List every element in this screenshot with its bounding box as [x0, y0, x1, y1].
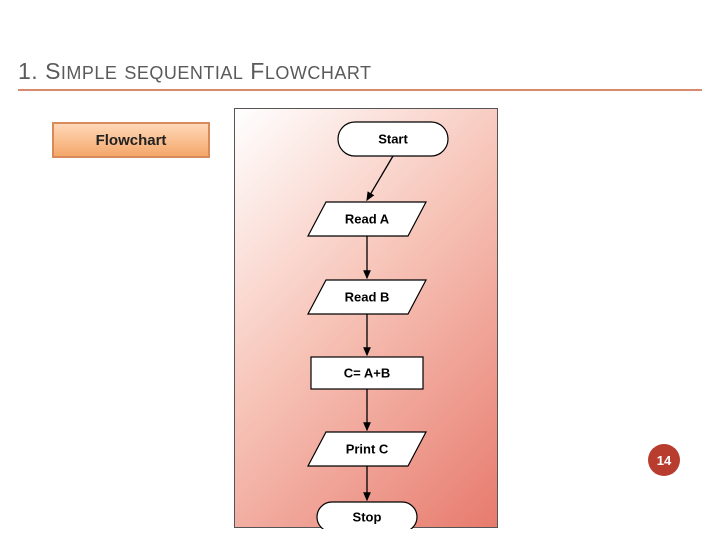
svg-text:C= A+B: C= A+B: [344, 366, 390, 381]
svg-text:Stop: Stop: [353, 510, 382, 525]
slide-title-text: 1. SIMPLE SEQUENTIAL FLOWCHART: [18, 58, 372, 84]
flowchart-label-box: Flowchart: [52, 122, 210, 158]
flowchart-panel: Start Read A Read B C= A+B Print C Stop: [234, 108, 498, 528]
flowchart-node-stop: Stop: [317, 502, 417, 529]
page-number-badge: 14: [648, 444, 680, 476]
flowchart-node-printC: Print C: [308, 432, 426, 466]
flowchart-node-readB: Read B: [308, 280, 426, 314]
svg-text:Read A: Read A: [345, 212, 390, 227]
svg-text:Start: Start: [378, 132, 408, 147]
flowchart-label-text: Flowchart: [96, 132, 167, 149]
page-number: 14: [657, 453, 671, 468]
flowchart-node-calc: C= A+B: [311, 357, 423, 389]
flowchart-node-readA: Read A: [308, 202, 426, 236]
flowchart-node-start: Start: [338, 122, 448, 156]
slide-title: 1. SIMPLE SEQUENTIAL FLOWCHART: [18, 58, 702, 91]
svg-text:Read B: Read B: [345, 290, 390, 305]
flowchart-svg: Start Read A Read B C= A+B Print C Stop: [235, 109, 499, 529]
svg-text:Print C: Print C: [346, 442, 389, 457]
